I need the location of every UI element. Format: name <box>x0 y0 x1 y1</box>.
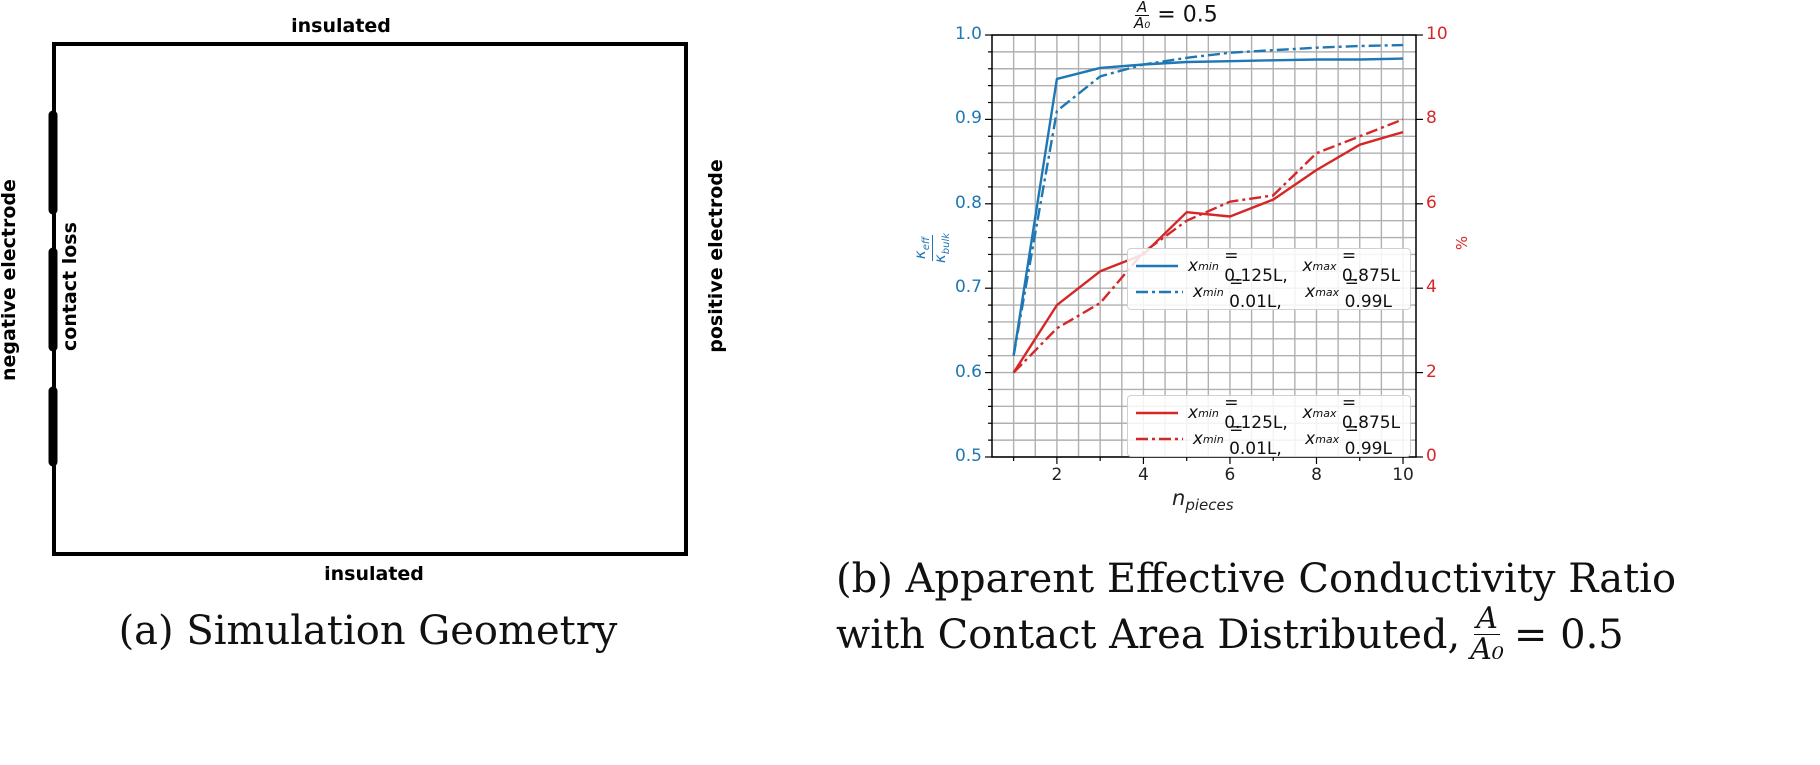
y2-tick-label: 10 <box>1426 24 1448 44</box>
caption-b-line1: (b) Apparent Effective Conductivity Rati… <box>836 556 1677 602</box>
series-line-2 <box>1012 130 1404 374</box>
x-tick-label: 10 <box>1392 465 1414 485</box>
label-top-insulated: insulated <box>291 15 391 37</box>
y2-tick-label: 6 <box>1426 192 1437 213</box>
series-line-3 <box>1012 118 1404 374</box>
legend-entry: x min = 0.125L, x max = 0.875L <box>1128 246 1410 286</box>
legend-entry: x min = 0.01L, x max = 0.99L <box>1128 272 1410 312</box>
legend-entry: x min = 0.01L, x max = 0.99L <box>1128 419 1410 459</box>
caption-a: (a) Simulation Geometry <box>118 608 618 654</box>
y2-tick-label: 0 <box>1426 446 1437 466</box>
x-tick-label: 2 <box>1051 465 1063 485</box>
caption-fraction: A A₀ <box>1470 601 1504 667</box>
plot-frame <box>991 34 1417 458</box>
y-axis-right-label: % <box>1453 235 1471 251</box>
x-axis-label: npieces <box>1172 486 1234 515</box>
chart-plot-area <box>985 34 1423 464</box>
series-line-0 <box>1012 57 1404 356</box>
legend-swatch-red-dashdot <box>1136 437 1183 441</box>
label-bottom-insulated: insulated <box>324 563 424 585</box>
y2-tick-label: 4 <box>1426 277 1437 298</box>
legend-swatch-red-solid <box>1136 411 1179 415</box>
y-tick-label: 0.7 <box>954 277 982 298</box>
legend-swatch-blue-solid <box>1136 264 1179 268</box>
legend-blue: x min = 0.125L, x max = 0.875L x min = 0.01… <box>1127 246 1411 312</box>
geometry-diagram <box>48 42 688 556</box>
axis-ticks <box>985 34 1423 464</box>
y-tick-label: 1.0 <box>954 24 982 44</box>
y2-tick-label: 8 <box>1426 108 1437 129</box>
legend-red: x min = 0.125L, x max = 0.875L x min = 0.01… <box>1127 393 1411 459</box>
y-axis-left-label: κeff κbulk <box>911 232 952 264</box>
y-tick-label: 0.8 <box>954 192 982 213</box>
series-line-1 <box>1012 43 1404 356</box>
caption-b-line2: with Contact Area Distributed, A A₀ = 0.… <box>836 601 1624 667</box>
legend-entry: x min = 0.125L, x max = 0.875L <box>1128 393 1410 433</box>
x-tick-label: 8 <box>1311 465 1322 485</box>
y-tick-label: 0.6 <box>954 361 982 382</box>
legend-swatch-blue-dashdot <box>1136 290 1183 294</box>
y2-tick-label: 2 <box>1426 361 1437 382</box>
x-tick-label: 6 <box>1224 465 1236 485</box>
y-tick-label: 0.9 <box>954 108 982 129</box>
chart-title: A A₀ = 0.5 <box>1134 0 1218 32</box>
y-tick-label: 0.5 <box>954 446 982 466</box>
x-tick-label: 4 <box>1138 465 1149 485</box>
data-series <box>1012 43 1404 374</box>
title-fraction: A A₀ <box>1134 0 1151 32</box>
